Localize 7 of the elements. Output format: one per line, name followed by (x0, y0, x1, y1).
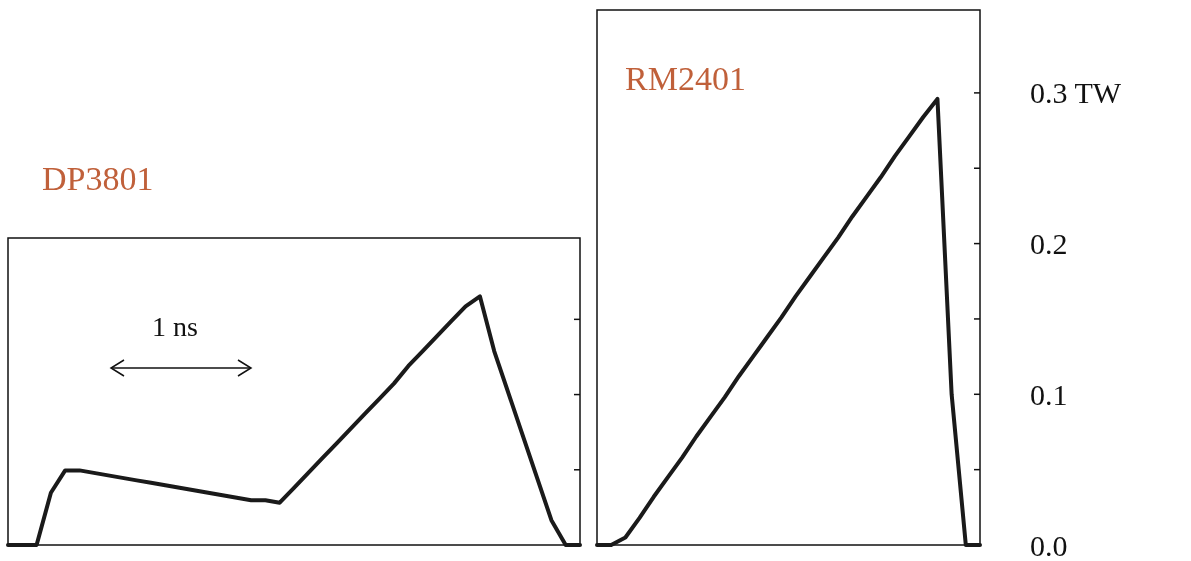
y-tick-label: 0.2 (1030, 227, 1068, 261)
text: RM2401 (625, 60, 746, 97)
y-tick-label: 0.0 (1030, 528, 1068, 561)
y-tick-label: 0.1 (1030, 377, 1068, 411)
y-tick-label: 0.3 TW (1030, 76, 1122, 110)
annotation: 1 ns (152, 311, 198, 342)
chart-title: DP3801 (42, 160, 154, 197)
